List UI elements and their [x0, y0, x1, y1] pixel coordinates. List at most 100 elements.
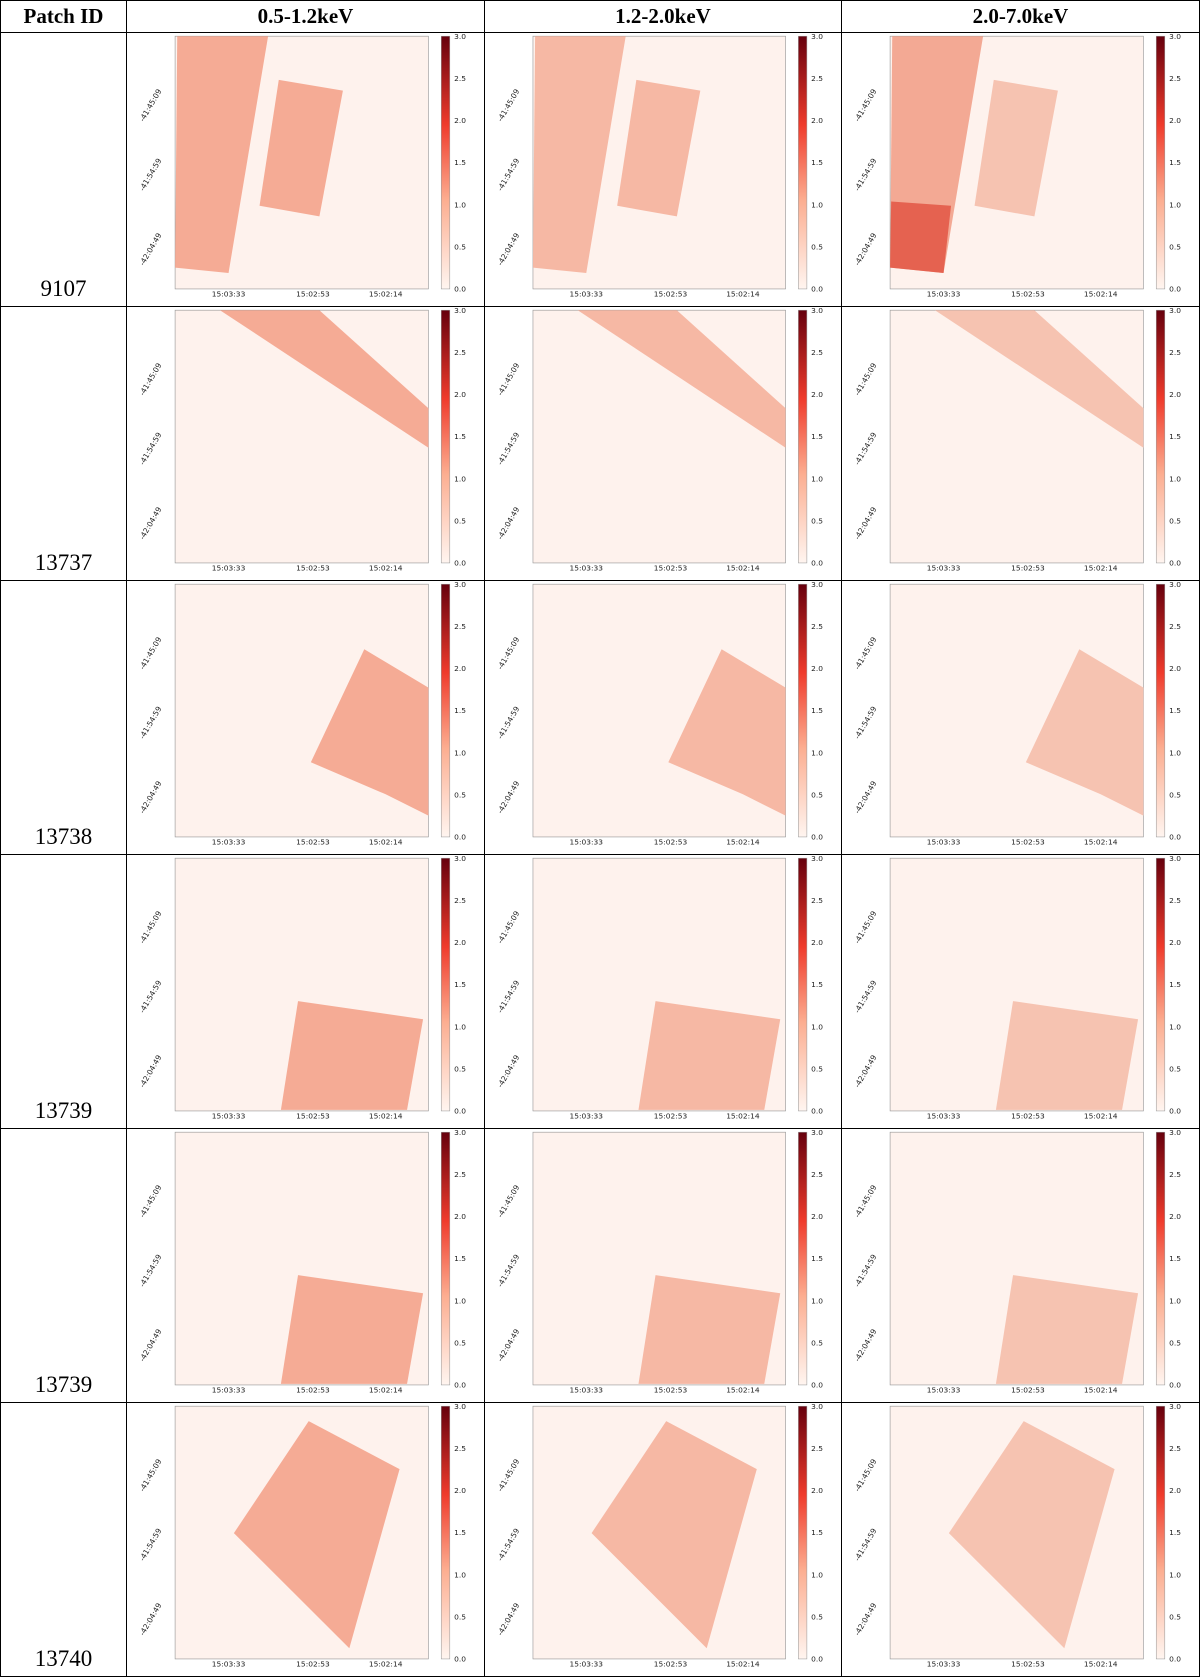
x-tick-label: 15:02:53 — [296, 563, 330, 572]
colorbar-tick-label: 2.0 — [811, 1486, 823, 1495]
exposure-patch — [638, 1275, 781, 1384]
colorbar-tick-label: 2.0 — [811, 938, 823, 947]
colorbar-tick-label: 1.5 — [1169, 158, 1181, 167]
y-tick-label: -42:04:49 — [138, 1601, 164, 1637]
y-tick-label: -41:54:59 — [138, 979, 164, 1015]
exposure-patch — [280, 1275, 424, 1384]
image-cell: -41:45:09 -41:54:59 -42:04:49 15:03:33 15:02… — [484, 580, 842, 855]
y-tick-label: -41:45:09 — [495, 1183, 521, 1219]
patch-id-cell: 13739 — [0, 854, 127, 1129]
y-tick-label: -41:45:09 — [853, 635, 879, 671]
colorbar-tick-label: 1.0 — [454, 748, 466, 757]
colorbar-tick-label: 0.0 — [811, 285, 823, 294]
x-tick-label: 15:03:33 — [927, 1385, 961, 1394]
colorbar — [1155, 1405, 1166, 1660]
colorbar-tick-label: 2.0 — [1169, 1486, 1181, 1495]
image-cell: -41:45:09 -41:54:59 -42:04:49 15:03:33 15:02… — [484, 854, 842, 1129]
colorbar-tick-label: 2.5 — [454, 74, 466, 83]
colorbar-tick-label: 2.5 — [1169, 1170, 1181, 1179]
x-tick-label: 15:02:14 — [369, 1659, 403, 1668]
y-tick-label: -41:54:59 — [495, 979, 521, 1015]
colorbar-tick-label: 1.0 — [811, 748, 823, 757]
colorbar-tick-label: 1.0 — [811, 1296, 823, 1305]
colorbar-tick-label: 1.5 — [811, 432, 823, 441]
x-tick-label: 15:02:53 — [1011, 1111, 1045, 1120]
colorbar-tick-label: 2.5 — [1169, 896, 1181, 905]
colorbar-tick-label: 1.0 — [811, 1022, 823, 1031]
x-tick-label: 15:03:33 — [212, 1111, 246, 1120]
y-tick-label: -42:04:49 — [495, 1327, 521, 1363]
colorbar-tick-label: 0.5 — [454, 790, 466, 799]
exposure-patch — [1025, 649, 1144, 816]
image-cell: -41:45:09 -41:54:59 -42:04:49 15:03:33 15:02… — [484, 1128, 842, 1403]
image-cell: -41:45:09 -41:54:59 -42:04:49 15:03:33 15:02… — [126, 1128, 485, 1403]
y-tick-label: -41:54:59 — [138, 1527, 164, 1563]
x-tick-label: 15:03:33 — [570, 1659, 604, 1668]
map-panel: -41:45:09 -41:54:59 -42:04:49 15:03:33 15:02… — [138, 580, 467, 847]
y-tick-label: -41:45:09 — [138, 1183, 164, 1219]
colorbar-tick-label: 0.5 — [1169, 1612, 1181, 1621]
colorbar-tick-label: 1.5 — [454, 1254, 466, 1263]
colorbar-tick-label: 1.5 — [1169, 980, 1181, 989]
y-tick-label: -42:04:49 — [853, 505, 879, 541]
colorbar-tick-label: 3.0 — [454, 855, 466, 863]
x-tick-label: 15:03:33 — [927, 289, 961, 298]
colorbar-tick-label: 1.0 — [1169, 474, 1181, 483]
colorbar-tick-label: 2.0 — [1169, 664, 1181, 673]
colorbar-tick-label: 1.0 — [454, 1022, 466, 1031]
patch-id-cell: 13740 — [0, 1402, 127, 1677]
x-tick-label: 15:02:14 — [726, 1385, 760, 1394]
y-tick-label: -41:45:09 — [853, 87, 879, 123]
exposure-patch — [995, 1001, 1139, 1110]
y-tick-label: -41:54:59 — [853, 1253, 879, 1289]
colorbar-tick-label: 1.0 — [1169, 1022, 1181, 1031]
x-tick-label: 15:02:14 — [369, 289, 403, 298]
colorbar-tick-label: 2.5 — [454, 622, 466, 631]
x-tick-label: 15:02:14 — [726, 837, 760, 846]
colorbar-tick-label: 0.5 — [454, 242, 466, 251]
exposure-patch — [280, 1001, 424, 1110]
colorbar-tick-label: 1.5 — [811, 980, 823, 989]
colorbar-tick-label: 2.5 — [811, 74, 823, 83]
x-tick-label: 15:02:53 — [654, 289, 688, 298]
image-cell: -41:45:09 -41:54:59 -42:04:49 15:03:33 15:02… — [126, 854, 485, 1129]
colorbar-tick-label: 1.5 — [454, 158, 466, 167]
colorbar-tick-label: 1.5 — [1169, 1528, 1181, 1537]
y-tick-label: -42:04:49 — [495, 1053, 521, 1089]
colorbar-tick-label: 0.0 — [1169, 559, 1181, 568]
x-tick-label: 15:02:53 — [1011, 1385, 1045, 1394]
exposure-patch — [974, 79, 1058, 217]
colorbar — [1155, 1131, 1166, 1386]
image-cell: -41:45:09 -41:54:59 -42:04:49 15:03:33 15:02… — [841, 1402, 1200, 1677]
colorbar-tick-label: 1.0 — [1169, 200, 1181, 209]
colorbar — [798, 583, 808, 838]
x-tick-label: 15:02:53 — [1011, 289, 1045, 298]
exposure-patch — [233, 1421, 400, 1649]
map-panel: -41:45:09 -41:54:59 -42:04:49 15:03:33 15:02… — [853, 580, 1182, 847]
colorbar-tick-label: 3.0 — [454, 33, 466, 41]
image-cell: -41:45:09 -41:54:59 -42:04:49 15:03:33 15:02… — [841, 32, 1200, 307]
y-tick-label: -41:45:09 — [138, 1457, 164, 1493]
colorbar-tick-label: 3.0 — [1169, 33, 1181, 41]
colorbar — [1155, 35, 1166, 290]
x-tick-label: 15:02:53 — [654, 563, 688, 572]
colorbar-tick-label: 1.5 — [811, 1254, 823, 1263]
colorbar-tick-label: 0.0 — [454, 1107, 466, 1116]
colorbar-tick-label: 0.0 — [811, 1655, 823, 1664]
x-tick-label: 15:02:14 — [1084, 563, 1118, 572]
x-tick-label: 15:02:14 — [1084, 837, 1118, 846]
y-tick-label: -42:04:49 — [138, 505, 164, 541]
colorbar-tick-label: 2.0 — [454, 664, 466, 673]
x-tick-label: 15:03:33 — [927, 837, 961, 846]
colorbar — [1155, 583, 1166, 838]
x-tick-label: 15:02:14 — [369, 1111, 403, 1120]
x-tick-label: 15:02:53 — [296, 837, 330, 846]
exposure-patch — [532, 36, 626, 273]
map-panel: -41:45:09 -41:54:59 -42:04:49 15:03:33 15:02… — [853, 32, 1182, 299]
image-cell: -41:45:09 -41:54:59 -42:04:49 15:03:33 15:02… — [841, 854, 1200, 1129]
colorbar-tick-label: 2.0 — [454, 116, 466, 125]
x-tick-label: 15:02:53 — [654, 837, 688, 846]
colorbar-tick-label: 0.0 — [811, 1381, 823, 1390]
colorbar-tick-label: 2.0 — [1169, 390, 1181, 399]
y-tick-label: -41:45:09 — [495, 361, 521, 397]
